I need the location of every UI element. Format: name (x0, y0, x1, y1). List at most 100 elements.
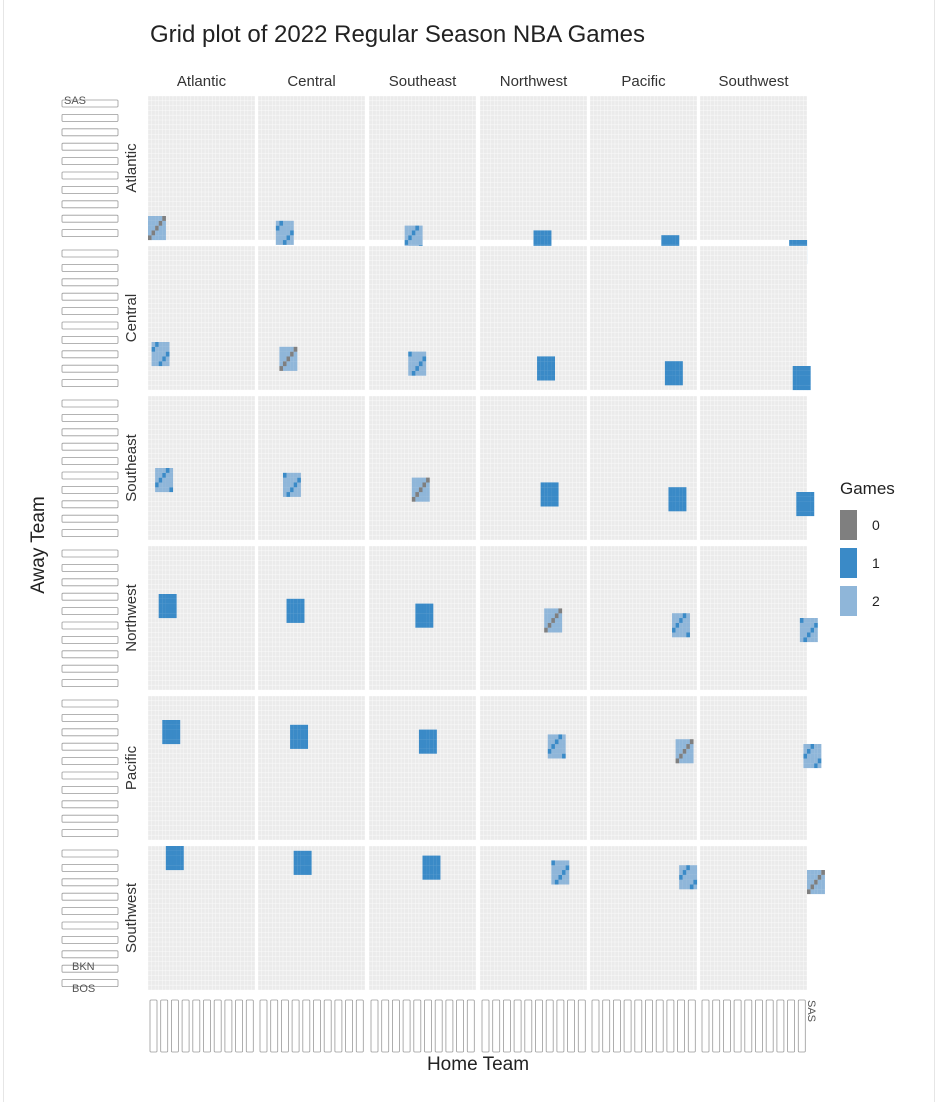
game-cell (415, 496, 420, 502)
game-cell (547, 734, 552, 740)
game-cell (675, 748, 680, 754)
game-cell (290, 724, 294, 730)
game-cell (297, 492, 301, 497)
game-cell (679, 618, 683, 623)
game-cell (814, 874, 818, 880)
game-cell (558, 622, 563, 628)
game-cell (293, 356, 298, 362)
game-cell (436, 870, 441, 875)
game-cell (799, 511, 804, 517)
game-cell (158, 472, 163, 478)
game-cell (293, 739, 298, 745)
game-cell (155, 230, 159, 236)
game-cell (433, 734, 437, 740)
game-cell (807, 370, 811, 376)
game-cell (418, 492, 423, 497)
strip-label-row-northwest: Northwest (123, 583, 140, 651)
game-cell (664, 380, 669, 386)
game-cell (689, 865, 694, 871)
game-cell (803, 380, 808, 386)
game-cell (426, 865, 430, 871)
game-cell (422, 492, 427, 497)
game-cell (290, 482, 294, 488)
game-cell (408, 225, 412, 231)
game-cell (668, 235, 673, 241)
game-cell (176, 865, 181, 871)
game-cell (433, 729, 437, 735)
game-cell (544, 361, 548, 367)
x-tick-mark (213, 999, 222, 1053)
game-cell (799, 240, 804, 245)
game-cell (293, 346, 298, 352)
game-cell (554, 734, 559, 740)
game-cell (682, 501, 687, 507)
game-cell (551, 375, 555, 381)
game-cell (151, 356, 156, 362)
game-cell (544, 375, 548, 381)
game-cell (554, 753, 559, 759)
game-cell (165, 860, 170, 866)
y-tick-mark (61, 650, 119, 659)
game-cell (422, 366, 427, 371)
game-cell (162, 613, 166, 619)
game-cell (151, 230, 156, 236)
game-cell (172, 860, 177, 866)
y-tick-mark (61, 128, 119, 137)
game-cell (547, 627, 552, 633)
game-cell (418, 734, 423, 740)
game-cell (799, 375, 804, 381)
game-cell (158, 613, 163, 619)
game-cell (304, 734, 309, 740)
game-cell (180, 855, 184, 861)
game-cell (814, 763, 818, 769)
game-cell (547, 748, 552, 754)
game-cell (155, 351, 159, 357)
game-cell (540, 492, 545, 497)
game-cell (807, 511, 811, 517)
game-cell (426, 622, 430, 628)
game-cell (817, 744, 822, 749)
legend-swatch-1 (840, 548, 857, 578)
game-cell (803, 506, 808, 512)
game-cell (679, 748, 683, 754)
game-cell (675, 496, 680, 502)
game-cell (286, 351, 291, 357)
game-cell (307, 870, 312, 875)
game-cell (554, 622, 559, 628)
game-cell (544, 492, 548, 497)
game-cell (165, 739, 170, 745)
y-tick-mark (61, 979, 119, 987)
game-cell (411, 492, 416, 497)
game-cell (554, 739, 559, 745)
panel-pacific-southwest (699, 695, 822, 841)
y-tick-mark (61, 936, 119, 944)
panel-southeast-pacific (589, 395, 698, 541)
game-cell (672, 613, 676, 619)
game-cell (807, 753, 811, 759)
game-cell (165, 482, 170, 488)
x-tick-mark (623, 999, 632, 1053)
game-cell (686, 874, 690, 880)
game-cell (290, 351, 294, 357)
x-tick-mark (445, 999, 454, 1053)
game-cell (293, 734, 298, 740)
game-cell (554, 618, 559, 623)
game-cell (162, 598, 166, 604)
game-cell (404, 240, 409, 245)
game-cell (817, 763, 822, 769)
game-cell (668, 370, 673, 376)
game-cell (158, 482, 163, 488)
game-cell (686, 618, 690, 623)
game-cell (551, 739, 555, 745)
game-cell (279, 220, 284, 226)
game-cell (426, 613, 430, 619)
game-cell (172, 865, 177, 871)
game-cell (540, 487, 545, 493)
game-cell (286, 361, 291, 367)
game-cell (422, 608, 427, 614)
game-cell (672, 632, 676, 638)
game-cell (814, 758, 818, 764)
game-cell (551, 870, 555, 875)
game-cell (814, 748, 818, 754)
game-cell (169, 846, 174, 851)
